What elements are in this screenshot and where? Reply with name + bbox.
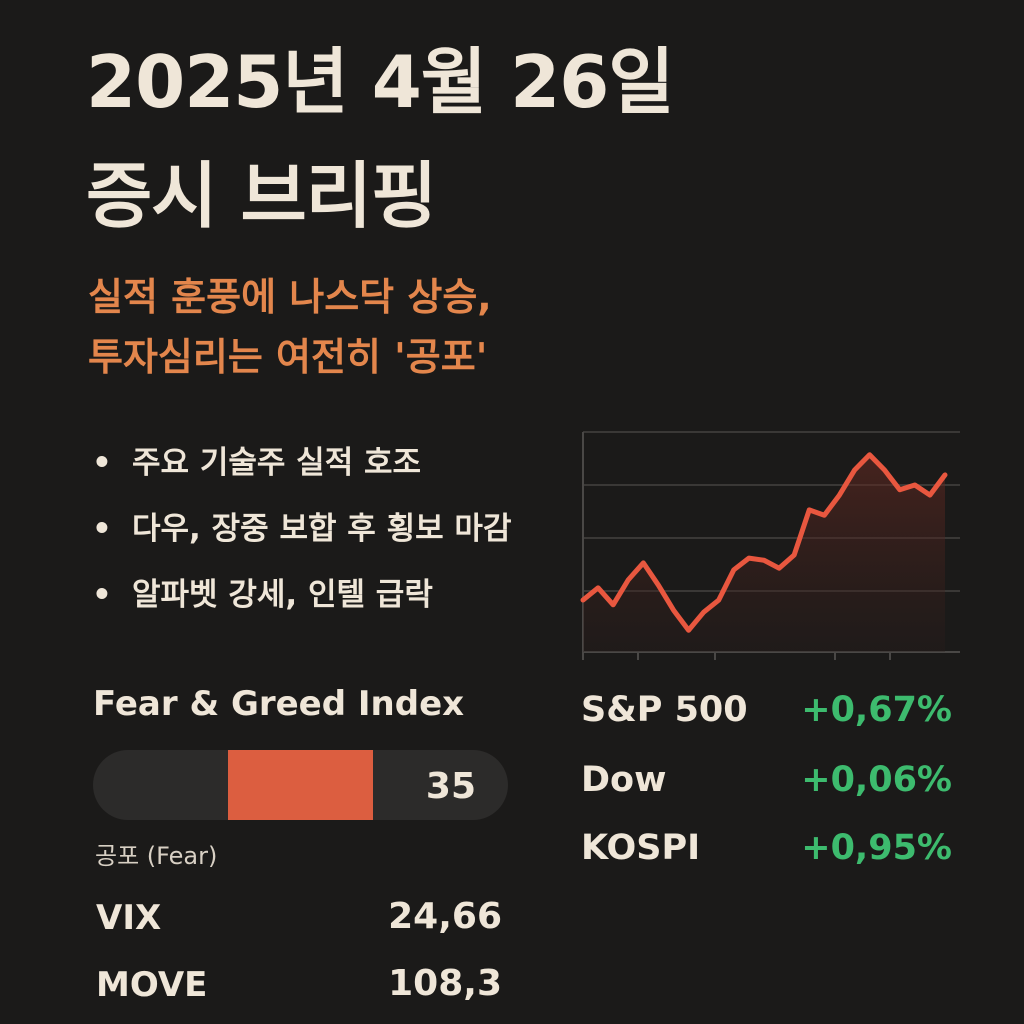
- bullet: 알파벳 강세, 인텔 급락: [92, 580, 433, 611]
- metric-name: VIX: [96, 898, 162, 938]
- gauge-label: 공포 (Fear): [95, 842, 218, 870]
- gauge-title: Fear & Greed Index: [93, 684, 465, 724]
- index-name: S&P 500: [581, 690, 748, 730]
- metric-value: 24,66: [388, 896, 502, 937]
- metric-name: MOVE: [96, 965, 208, 1005]
- area: [583, 454, 945, 652]
- line: [580, 452, 948, 633]
- bullet: 주요 기술주 실적 호조: [92, 448, 421, 479]
- gauge-value: 35: [425, 766, 476, 807]
- index-change: +0,06%: [801, 760, 952, 800]
- gauge-track: 35: [93, 750, 508, 820]
- subtitle-line: 투자심리는 여전히 '공포': [88, 335, 488, 379]
- title-line: 2025년 4월 26일: [86, 40, 675, 124]
- index-change: +0,95%: [801, 828, 952, 868]
- title-line: 증시 브리핑: [86, 154, 437, 238]
- metric-value: 108,3: [388, 963, 502, 1004]
- gauge-fill: [228, 750, 374, 820]
- index-name: KOSPI: [581, 828, 701, 868]
- subtitle-line: 실적 훈풍에 나스닥 상승,: [88, 275, 492, 319]
- index-name: Dow: [581, 760, 667, 800]
- index-change: +0,67%: [801, 690, 952, 730]
- bullet: 다우, 장중 보합 후 횡보 마감: [92, 514, 511, 545]
